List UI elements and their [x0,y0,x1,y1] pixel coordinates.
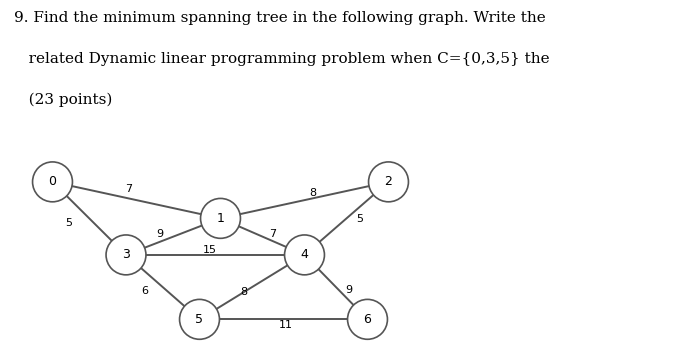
Ellipse shape [284,235,324,275]
Ellipse shape [106,235,146,275]
Text: 11: 11 [279,320,293,330]
Text: 8: 8 [241,287,248,297]
Text: 5: 5 [356,214,363,224]
Ellipse shape [368,162,409,202]
Text: 4: 4 [300,248,309,261]
Text: 0: 0 [48,175,57,188]
Text: 1: 1 [216,212,225,225]
Text: 9: 9 [346,285,353,295]
Text: 8: 8 [309,188,316,198]
Ellipse shape [32,162,73,202]
Text: 7: 7 [270,229,276,240]
Ellipse shape [179,299,220,339]
Text: (23 points): (23 points) [14,93,113,107]
Text: 15: 15 [203,245,217,255]
Text: 9: 9 [157,229,164,240]
Text: 3: 3 [122,248,130,261]
Text: 9. Find the minimum spanning tree in the following graph. Write the: 9. Find the minimum spanning tree in the… [14,11,546,25]
Text: 5: 5 [195,313,204,326]
Text: related Dynamic linear programming problem when C={0,3,5} the: related Dynamic linear programming probl… [14,52,550,66]
Text: 2: 2 [384,175,393,188]
Text: 5: 5 [64,218,71,228]
Text: 7: 7 [125,184,132,194]
Ellipse shape [200,198,241,238]
Ellipse shape [347,299,388,339]
Text: 6: 6 [141,286,148,296]
Text: 6: 6 [363,313,372,326]
